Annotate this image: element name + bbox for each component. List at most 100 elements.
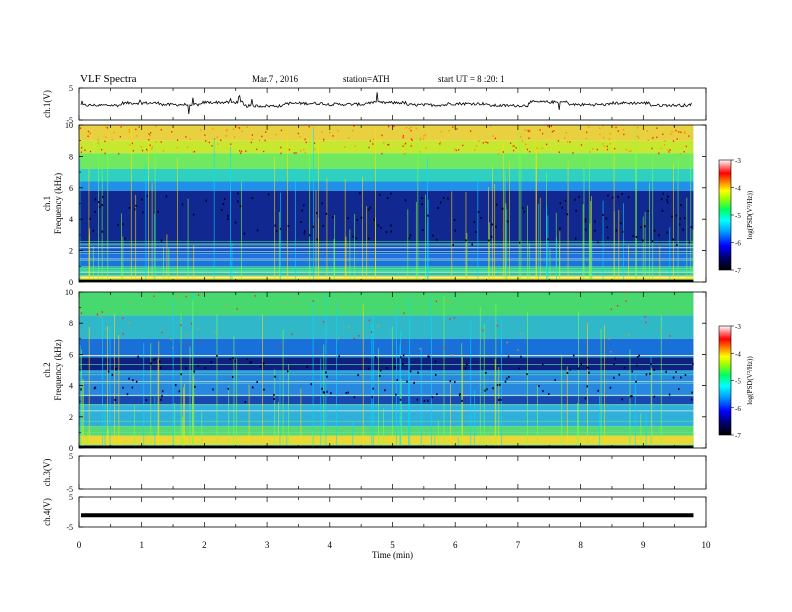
- psd-dark-speckle: [402, 363, 404, 366]
- psd-dark-speckle: [508, 375, 510, 378]
- psd-dark-speckle: [378, 375, 381, 378]
- psd-dark-speckle: [267, 193, 270, 196]
- psd-dark-speckle: [640, 226, 642, 229]
- psd-dark-speckle: [488, 239, 490, 242]
- psd-dark-speckle: [432, 234, 434, 237]
- psd-dark-speckle: [220, 209, 223, 212]
- psd-dark-speckle: [485, 371, 487, 374]
- psd-speckle: [393, 125, 395, 128]
- psd-dark-speckle: [614, 357, 617, 360]
- psd-speckle: [586, 323, 589, 326]
- spectrogram-band: [79, 426, 694, 436]
- psd-speckle: [669, 335, 671, 337]
- psd-speckle: [216, 136, 218, 139]
- psd-dark-speckle: [142, 211, 144, 214]
- psd-speckle: [170, 338, 172, 340]
- psd-dark-speckle: [548, 393, 550, 396]
- psd-speckle: [482, 329, 484, 332]
- psd-speckle: [672, 125, 675, 127]
- psd-dark-speckle: [371, 396, 373, 399]
- psd-speckle: [444, 346, 446, 349]
- psd-speckle: [669, 149, 671, 151]
- psd-dark-speckle: [174, 384, 177, 387]
- psd-dark-speckle: [638, 354, 640, 357]
- y-axis-label: ch.1: [42, 196, 52, 211]
- psd-dark-speckle: [621, 398, 623, 401]
- psd-dark-speckle: [566, 213, 569, 216]
- psd-speckle: [502, 151, 505, 153]
- psd-speckle: [132, 150, 134, 152]
- psd-speckle: [303, 148, 305, 151]
- psd-speckle: [608, 338, 610, 340]
- psd-dark-speckle: [671, 215, 673, 218]
- psd-speckle: [251, 138, 253, 141]
- psd-dark-speckle: [357, 374, 359, 377]
- psd-dark-speckle: [244, 400, 247, 403]
- station-label: station=ATH: [343, 74, 390, 84]
- psd-speckle: [256, 148, 258, 151]
- psd-speckle: [377, 325, 379, 327]
- psd-dark-speckle: [210, 361, 213, 364]
- psd-dark-speckle: [128, 377, 130, 380]
- psd-speckle: [541, 147, 543, 150]
- psd-speckle: [506, 341, 508, 344]
- psd-dark-speckle: [303, 232, 306, 235]
- psd-speckle: [146, 149, 148, 152]
- psd-speckle: [585, 137, 587, 140]
- psd-speckle: [517, 349, 519, 351]
- psd-dark-speckle: [666, 199, 668, 202]
- psd-speckle: [151, 146, 153, 148]
- psd-dark-speckle: [504, 380, 507, 383]
- psd-speckle: [685, 145, 687, 148]
- psd-speckle: [226, 305, 228, 307]
- psd-speckle: [410, 145, 412, 147]
- psd-speckle: [288, 148, 291, 151]
- psd-speckle: [520, 332, 522, 335]
- psd-dark-speckle: [647, 209, 649, 212]
- psd-dark-speckle: [629, 395, 632, 398]
- psd-speckle: [297, 132, 299, 135]
- psd-speckle: [322, 140, 325, 142]
- y-tick-label: 5: [69, 493, 73, 502]
- psd-speckle: [478, 140, 480, 142]
- psd-dark-speckle: [373, 218, 375, 221]
- psd-speckle: [293, 152, 295, 154]
- psd-speckle: [329, 131, 331, 134]
- psd-speckle: [439, 143, 441, 145]
- psd-dark-speckle: [559, 202, 562, 205]
- psd-speckle: [404, 142, 407, 145]
- psd-dark-speckle: [667, 195, 669, 198]
- psd-dark-speckle: [506, 220, 509, 223]
- y-tick-label: 8: [69, 319, 73, 328]
- psd-dark-speckle: [325, 212, 328, 215]
- psd-speckle: [122, 317, 124, 320]
- psd-dark-speckle: [434, 373, 437, 376]
- psd-dark-speckle: [584, 218, 587, 221]
- psd-dark-speckle: [618, 373, 621, 376]
- psd-dark-speckle: [597, 241, 599, 244]
- psd-dark-speckle: [180, 373, 182, 376]
- psd-dark-speckle: [347, 217, 349, 220]
- psd-speckle: [381, 152, 383, 155]
- psd-speckle: [547, 125, 549, 127]
- psd-dark-speckle: [661, 209, 664, 212]
- psd-dark-speckle: [416, 398, 419, 401]
- psd-speckle: [113, 131, 115, 134]
- spectrogram-band: [79, 315, 694, 339]
- psd-speckle: [322, 321, 325, 323]
- psd-dark-speckle: [185, 367, 187, 370]
- psd-dark-speckle: [246, 358, 248, 361]
- psd-dark-speckle: [650, 363, 652, 366]
- psd-speckle: [678, 131, 680, 133]
- psd-dark-speckle: [400, 356, 402, 359]
- psd-dark-speckle: [160, 398, 162, 401]
- psd-dark-speckle: [229, 358, 232, 361]
- x-axis-label: Time (min): [372, 550, 413, 560]
- psd-speckle: [679, 153, 682, 155]
- psd-speckle: [240, 150, 243, 153]
- psd-speckle: [128, 128, 130, 131]
- psd-speckle: [564, 137, 566, 139]
- psd-speckle: [80, 312, 83, 314]
- x-tick-label: 4: [328, 540, 333, 550]
- psd-speckle: [528, 129, 530, 131]
